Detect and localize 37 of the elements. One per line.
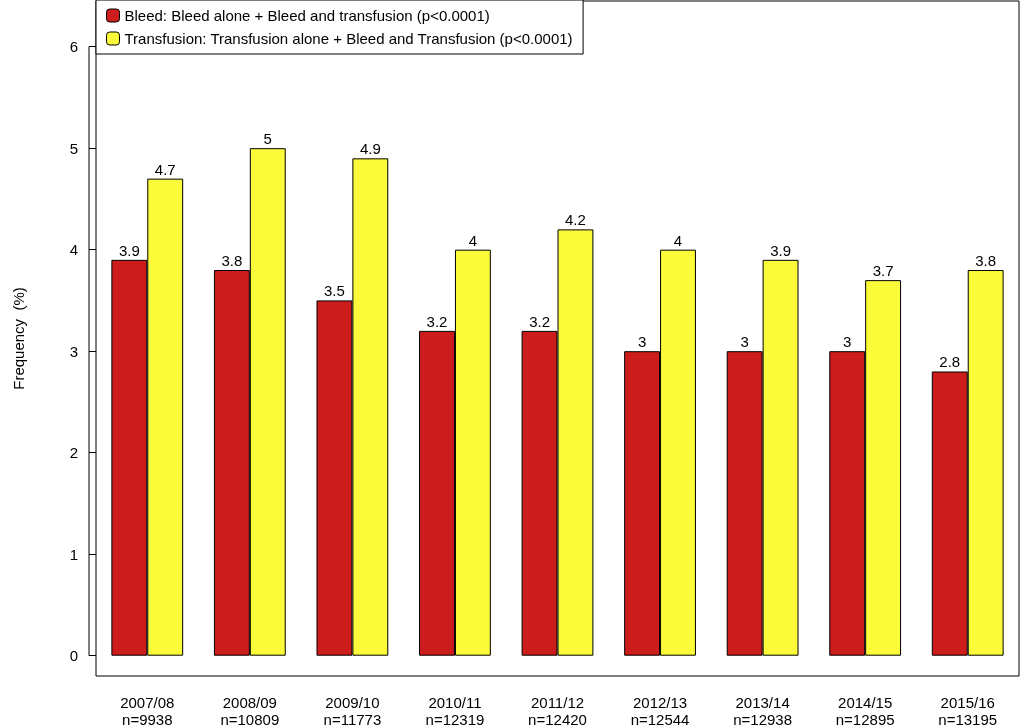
data-label: 3.2 — [426, 312, 448, 330]
data-label: 3.8 — [221, 251, 243, 269]
legend-label: Transfusion: Transfusion alone + Bleed and Transfusion (p<0.0001) — [124, 30, 573, 47]
data-label: 3.5 — [324, 282, 345, 300]
y-tick-label: 1 — [69, 545, 78, 563]
data-label: 3 — [740, 333, 749, 351]
x-tick-label: 2012/13 n=12544 — [630, 694, 690, 728]
x-tick-label: 2013/14 n=12938 — [733, 694, 793, 728]
x-tick-label: 2008/09 n=10809 — [220, 694, 280, 728]
y-tick-label: 2 — [69, 444, 78, 462]
data-label: 3.7 — [872, 262, 894, 280]
y-tick-label: 3 — [69, 342, 78, 360]
data-label: 4.7 — [154, 160, 176, 178]
x-tick-label: 2007/08 n=9938 — [120, 694, 175, 728]
data-label: 4 — [468, 231, 478, 249]
data-label: 4.2 — [565, 211, 586, 229]
y-tick-label: 4 — [69, 241, 78, 259]
y-tick-label: 0 — [69, 647, 78, 665]
data-label: 3 — [637, 333, 647, 351]
data-label: 4 — [673, 231, 683, 249]
data-label: 3.9 — [118, 241, 140, 259]
data-label: 2.8 — [939, 353, 961, 371]
x-tick-label: 2009/10 n=11773 — [323, 694, 382, 728]
y-tick-label: 5 — [69, 139, 78, 157]
data-label: 3.8 — [975, 251, 997, 269]
x-tick-label: 2015/16 n=13195 — [938, 694, 998, 728]
y-axis-title: Frequency (%) — [10, 287, 27, 390]
data-label: 4.9 — [359, 140, 381, 158]
data-label: 3 — [843, 333, 852, 351]
data-label: 3.9 — [770, 241, 791, 259]
x-tick-label: 2014/15 n=12895 — [835, 694, 895, 728]
x-tick-label: 2011/12 n=12420 — [528, 694, 587, 728]
legend-label: Bleed: Bleed alone + Bleed and transfusion (p<0.0001) — [124, 7, 490, 24]
data-label: 5 — [263, 130, 272, 148]
data-label: 3.2 — [529, 312, 550, 330]
y-tick-label: 6 — [69, 38, 78, 56]
x-tick-label: 2010/11 n=12319 — [425, 694, 485, 728]
